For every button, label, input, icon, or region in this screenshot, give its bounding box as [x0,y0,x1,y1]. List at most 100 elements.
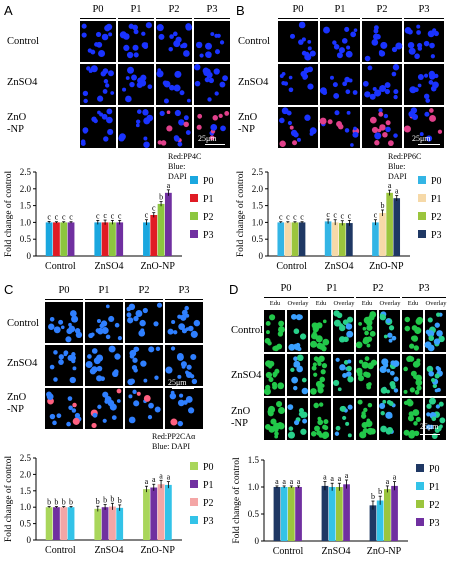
cell-nucleus [380,386,388,394]
cell-nucleus [102,68,109,75]
cell-nucleus [377,128,382,133]
cell-nucleus [266,330,270,335]
col-head-p3: P3 [206,4,218,15]
cell-nucleus [224,110,230,116]
cell-nucleus [177,399,185,407]
cell-nucleus [385,411,393,419]
significance-letter: a [167,473,171,482]
subcolumn-edu: Edu [315,300,327,307]
cell-nucleus [362,326,367,331]
cell-nucleus [383,334,388,339]
cell-nucleus [408,411,415,417]
cell-nucleus [166,125,173,132]
cell-nucleus [346,365,352,372]
cell-nucleus [336,312,343,319]
cell-nucleus [434,322,440,328]
cell-nucleus [196,124,202,130]
col-underline [156,18,192,19]
cell-nucleus [82,90,89,97]
cell-nucleus [153,321,159,327]
bar [109,506,116,540]
y-tick-label: 0.5 [252,234,264,244]
cell-nucleus [409,86,417,94]
col-head-p0: P0 [58,285,70,296]
cell-nucleus [319,376,326,383]
cell-nucleus [406,398,413,405]
cell-nucleus [136,391,141,396]
cell-nucleus [205,42,212,50]
cell-nucleus [127,66,134,74]
subcolumn-overlay: Overlay [379,300,401,307]
cell-nucleus [369,330,376,337]
cell-nucleus [366,336,373,342]
cell-nucleus [185,313,190,318]
y-tick-label: 1.5 [20,486,32,496]
cell-nucleus [403,389,408,394]
significance-letter: b [47,498,51,507]
x-tick-label: ZnSO4 [95,545,124,556]
cell-nucleus [404,26,412,34]
legend-swatch [190,480,198,488]
cell-nucleus [341,38,348,44]
panel-label-a: A [4,3,13,18]
significance-letter: a [323,473,327,482]
cell-nucleus [190,374,195,379]
cell-nucleus [287,120,292,126]
cell-nucleus [125,76,130,80]
cell-nucleus [220,125,226,132]
cell-nucleus [301,377,307,383]
y-tick-label: 2.5 [20,453,32,463]
cell-nucleus [366,343,371,348]
cell-nucleus [333,93,340,99]
cell-nucleus [131,74,137,81]
cell-nucleus [369,116,377,124]
bar [369,505,377,541]
micrograph-tile [320,64,360,105]
y-tick-label: 1.0 [20,502,32,512]
cell-nucleus [410,107,418,114]
col-underline [194,18,230,19]
cell-nucleus [385,318,391,324]
cell-nucleus [301,37,306,42]
cell-nucleus [350,143,354,147]
cell-nucleus [411,335,419,342]
cell-nucleus [49,364,55,370]
cell-nucleus [355,341,363,349]
cell-nucleus [322,319,327,324]
cell-nucleus [194,80,201,87]
cell-nucleus [69,310,77,317]
significance-letter: c [293,213,297,222]
y-tick-label: 1.5 [20,201,32,211]
cell-nucleus [85,360,93,369]
cell-nucleus [281,71,286,76]
cell-nucleus [363,339,369,345]
significance-letter: a [152,475,156,484]
cell-nucleus [427,30,435,38]
cell-nucleus [388,338,393,343]
cell-nucleus [333,379,340,386]
cell-nucleus [264,388,271,396]
cell-nucleus [110,91,115,95]
cell-nucleus [183,50,190,57]
cell-nucleus [147,84,153,90]
cell-nucleus [267,410,274,417]
bar [336,487,343,541]
cell-nucleus [366,324,373,331]
stain-note-blue: Blue: DAPI [152,442,190,451]
significance-letter: c [326,210,330,219]
cell-nucleus [393,388,399,393]
cell-nucleus [210,123,218,131]
cell-nucleus [392,64,400,71]
bar [60,507,68,540]
cell-nucleus [103,136,109,142]
cell-nucleus [344,76,350,83]
micrograph-grid [80,21,230,150]
col-head-p1: P1 [130,4,142,15]
cell-nucleus [323,419,329,425]
cell-nucleus [72,402,77,408]
significance-letter: a [386,477,390,486]
cell-nucleus [268,426,276,433]
cell-nucleus [188,407,195,414]
legend-swatch [418,230,426,238]
cell-nucleus [277,406,285,414]
